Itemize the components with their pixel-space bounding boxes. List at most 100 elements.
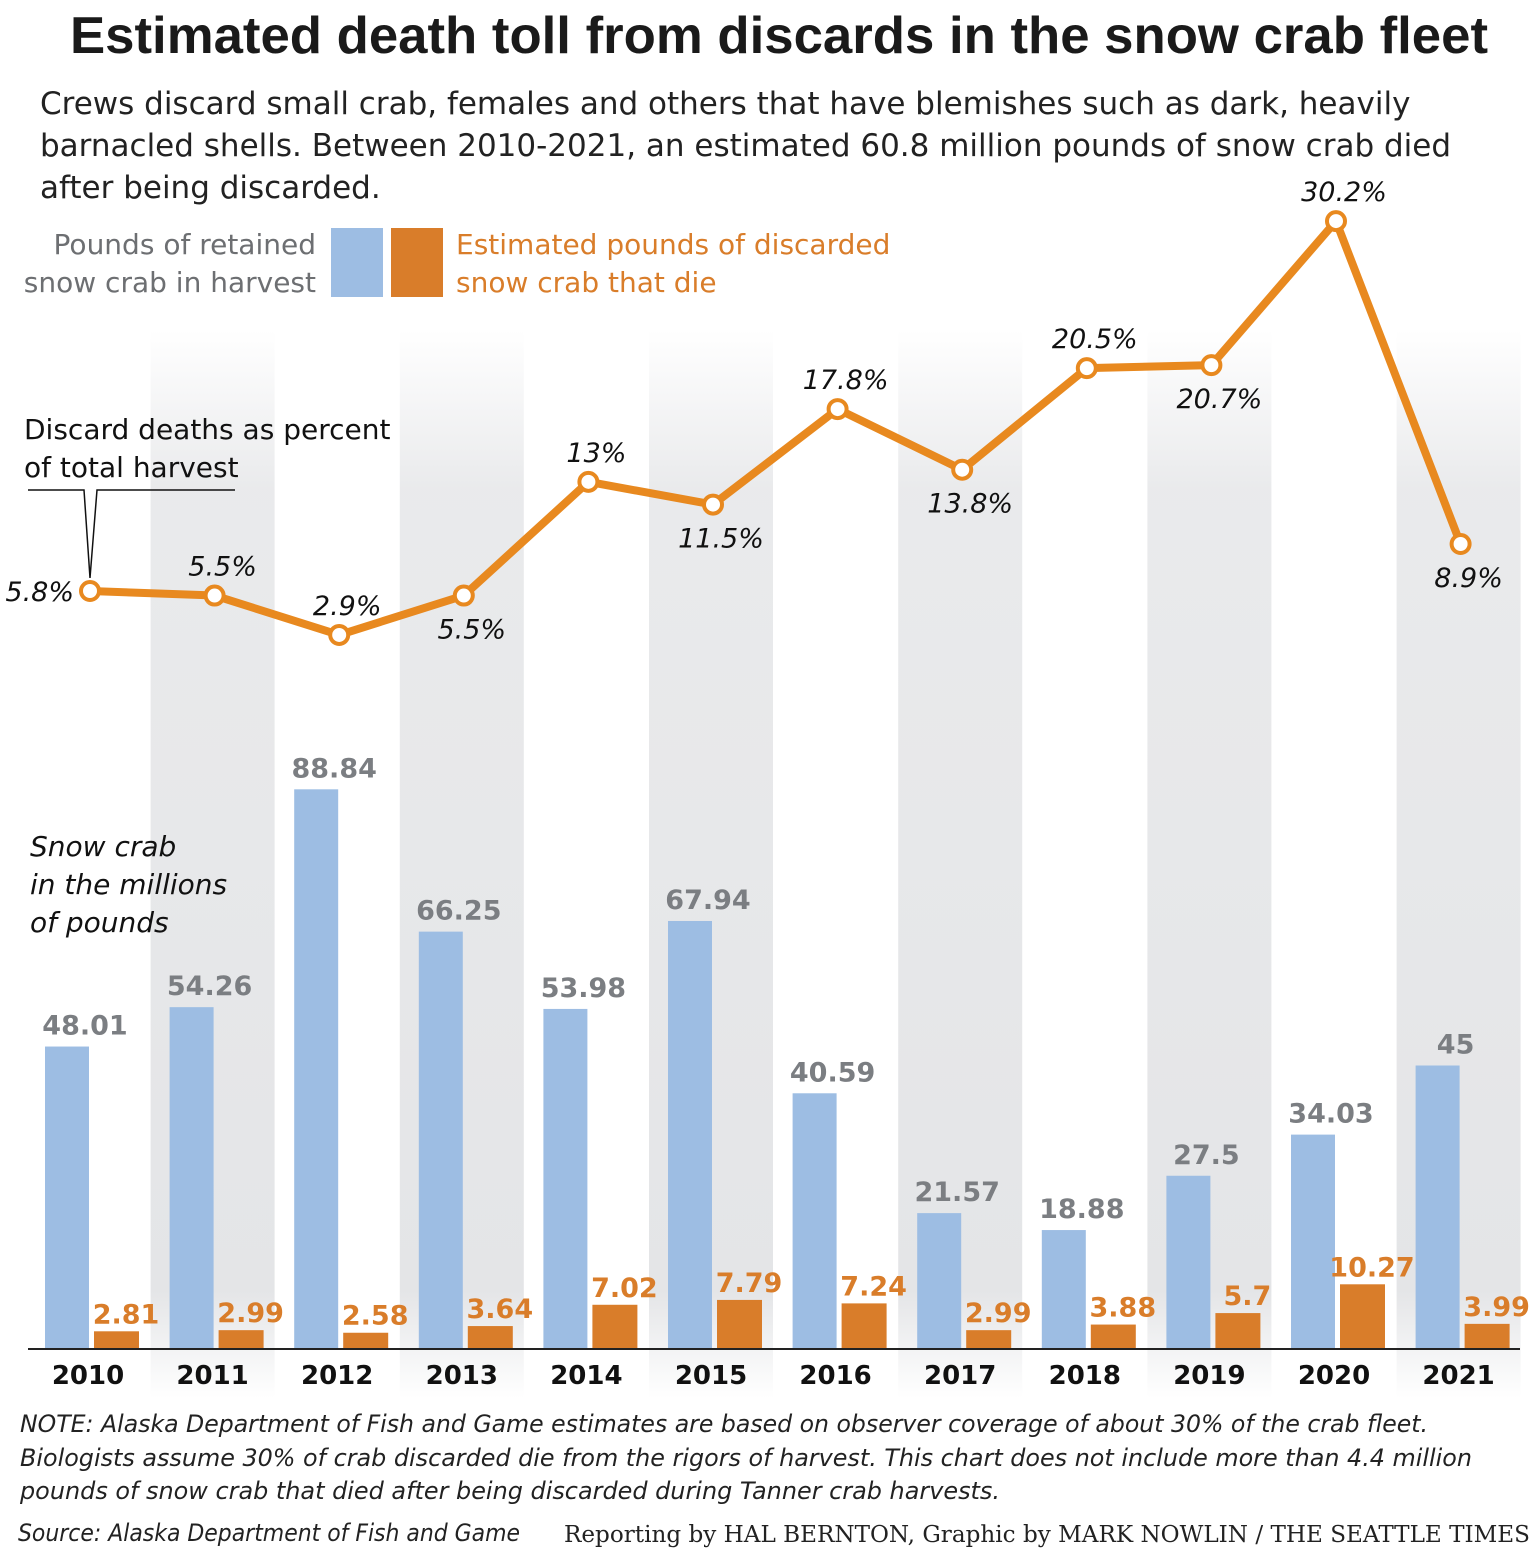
bar-discarded-2021 <box>1464 1323 1510 1349</box>
bar-discarded-label-2019: 5.7 <box>1223 1281 1271 1312</box>
bar-discarded-2020 <box>1340 1284 1385 1349</box>
bar-discarded-2019 <box>1215 1313 1261 1349</box>
percent-label-2013: 5.5% <box>437 615 506 646</box>
bar-retained-label-2016: 40.59 <box>790 1057 875 1088</box>
bar-retained-label-2021: 45 <box>1437 1030 1475 1061</box>
year-label-2021: 2021 <box>1422 1361 1494 1391</box>
legend-discarded-label-2: snow crab that die <box>456 266 717 299</box>
percent-point-2015 <box>702 493 724 516</box>
bars: 48.01 2.81 54.26 2.99 88.84 2.58 66.25 3.64 53.9… <box>42 753 1530 1349</box>
bar-retained-2014 <box>543 1008 588 1349</box>
legend-retained-label-2: snow crab in harvest <box>24 266 316 299</box>
percent-label-2019: 20.7% <box>1177 384 1263 415</box>
note-line-2: Biologists assume 30% of crab discarded … <box>20 1444 1472 1472</box>
note-line-3: pounds of snow crab that died after bein… <box>19 1477 1000 1505</box>
bar-discarded-label-2017: 2.99 <box>965 1298 1032 1329</box>
source: Source: Alaska Department of Fish and Ga… <box>18 1519 520 1547</box>
percent-line: 5.8% 5.5% 2.9% 5.5% 13% 11.5% 17.8% 13.8% 20.5% 2… <box>5 177 1503 646</box>
percent-point-2021 <box>1449 533 1472 556</box>
bar-retained-label-2014: 53.98 <box>541 973 626 1004</box>
bar-discarded-2017 <box>966 1330 1012 1349</box>
bar-retained-label-2011: 54.26 <box>167 971 252 1002</box>
bar-discarded-label-2020: 10.27 <box>1329 1252 1414 1283</box>
bar-discarded-label-2012: 2.58 <box>342 1301 409 1332</box>
callout-pointer <box>28 489 235 579</box>
percent-label-2010: 5.8% <box>5 577 74 608</box>
bar-discarded-label-2011: 2.99 <box>217 1298 284 1329</box>
bar-retained-2017 <box>917 1213 962 1349</box>
year-label-2011: 2011 <box>176 1361 248 1391</box>
percent-label-2016: 17.8% <box>803 365 889 396</box>
bar-discarded-label-2016: 7.24 <box>840 1271 907 1302</box>
bar-discarded-label-2014: 7.02 <box>591 1273 658 1304</box>
year-label-2014: 2014 <box>550 1361 622 1391</box>
bar-retained-2015 <box>668 920 712 1349</box>
bar-retained-label-2018: 18.88 <box>1039 1194 1124 1225</box>
percent-label-2012: 2.9% <box>313 591 382 622</box>
year-label-2012: 2012 <box>301 1361 373 1391</box>
percent-point-2018 <box>1075 357 1098 380</box>
bar-retained-2013 <box>418 931 463 1349</box>
year-label-2016: 2016 <box>799 1361 871 1391</box>
bar-discarded-2012 <box>343 1332 389 1349</box>
percent-point-2010 <box>79 580 101 602</box>
credit: Reporting by HAL BERNTON, Graphic by MAR… <box>564 1522 1530 1548</box>
bar-discarded-label-2013: 3.64 <box>466 1294 533 1325</box>
callout-line-2: of total harvest <box>24 451 239 484</box>
bar-retained-label-2013: 66.25 <box>416 896 501 927</box>
year-label-2015: 2015 <box>675 1361 747 1391</box>
percent-label-2015: 11.5% <box>678 524 764 555</box>
axis-label-line-1: Snow crab <box>30 830 176 863</box>
percent-point-2013 <box>452 584 475 607</box>
bar-discarded-2011 <box>218 1330 264 1349</box>
bar-retained-2010 <box>45 1046 89 1349</box>
bar-retained-2016 <box>792 1093 837 1349</box>
percent-point-2014 <box>577 470 600 493</box>
bar-retained-label-2012: 88.84 <box>291 753 376 784</box>
bar-retained-2021 <box>1415 1065 1460 1349</box>
bar-discarded-label-2015: 7.79 <box>716 1268 783 1299</box>
year-label-2017: 2017 <box>924 1361 996 1391</box>
percent-label-2017: 13.8% <box>927 489 1013 520</box>
bar-discarded-label-2021: 3.99 <box>1463 1292 1530 1323</box>
percent-point-2019 <box>1200 354 1223 377</box>
year-label-2010: 2010 <box>52 1361 124 1391</box>
percent-label-2020: 30.2% <box>1301 177 1387 208</box>
legend-retained-swatch <box>331 228 383 297</box>
axis-label: Snow crab in the millions of pounds <box>30 830 227 939</box>
percent-point-2016 <box>826 398 849 421</box>
bar-retained-2018 <box>1041 1230 1086 1349</box>
percent-line-path <box>89 217 1465 639</box>
axis-label-line-2: in the millions <box>30 868 227 901</box>
bar-retained-2020 <box>1291 1134 1335 1349</box>
legend: Pounds of retained snow crab in harvest … <box>24 228 890 299</box>
bar-discarded-2016 <box>841 1303 887 1349</box>
line-callout: Discard deaths as percent of total harve… <box>24 413 390 579</box>
percent-label-2011: 5.5% <box>188 552 257 583</box>
subtitle-line-2: barnacled shells. Between 2010-2021, an … <box>40 128 1451 164</box>
note-line-1: NOTE: Alaska Department of Fish and Game… <box>20 1410 1428 1438</box>
bar-retained-label-2020: 34.03 <box>1288 1099 1373 1130</box>
legend-discarded-swatch <box>391 228 443 297</box>
bar-retained-label-2019: 27.5 <box>1173 1140 1240 1171</box>
percent-label-2018: 20.5% <box>1052 324 1138 355</box>
chart-title: Estimated death toll from discards in th… <box>70 7 1488 65</box>
bar-discarded-2018 <box>1090 1324 1136 1349</box>
percent-point-2017 <box>951 458 974 481</box>
bar-retained-2019 <box>1166 1175 1211 1349</box>
percent-point-2020 <box>1325 210 1347 233</box>
legend-retained-label-1: Pounds of retained <box>54 228 316 261</box>
year-label-2020: 2020 <box>1298 1361 1370 1391</box>
subtitle-line-3: after being discarded. <box>40 170 381 206</box>
bar-retained-label-2015: 67.94 <box>665 885 750 916</box>
bar-discarded-label-2010: 2.81 <box>93 1299 160 1330</box>
bar-discarded-2010 <box>94 1331 139 1349</box>
axis-label-line-3: of pounds <box>30 906 169 939</box>
legend-discarded-label-1: Estimated pounds of discarded <box>456 228 890 261</box>
bar-retained-label-2010: 48.01 <box>42 1011 127 1042</box>
percent-label-2014: 13% <box>566 438 626 469</box>
bar-discarded-2015 <box>717 1299 762 1349</box>
bar-discarded-2014 <box>592 1304 638 1349</box>
bar-discarded-label-2018: 3.88 <box>1089 1293 1156 1324</box>
